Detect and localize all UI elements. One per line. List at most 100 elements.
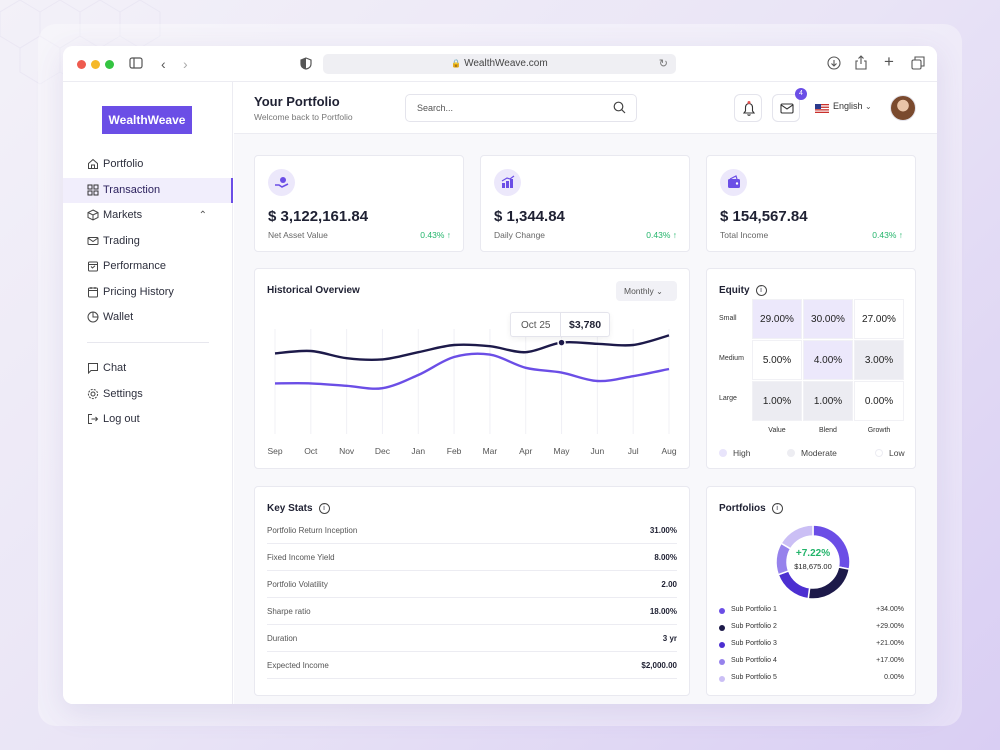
sidebar: WealthWeave Portfolio Transaction Market…	[63, 82, 233, 704]
info-icon[interactable]: i	[755, 285, 767, 296]
language-selector[interactable]: English ⌄	[833, 101, 872, 111]
wallet-icon	[720, 169, 747, 196]
sidebar-item-wallet[interactable]: Wallet	[63, 305, 233, 330]
equity-title-text: Equity	[719, 285, 750, 296]
home-icon	[88, 158, 98, 169]
lock-icon: 🔒	[451, 59, 462, 68]
legend-dot	[719, 642, 725, 648]
chevron-up-icon[interactable]: ⌃	[198, 210, 207, 221]
period-dropdown[interactable]: Monthly ⌄	[616, 281, 677, 301]
kpi-label: Daily Change	[494, 230, 546, 240]
back-arrow-icon[interactable]: ‹	[161, 56, 166, 72]
messages-button[interactable]: 4	[772, 88, 807, 122]
chevron-down-icon: ⌄	[865, 102, 872, 111]
sidebar-item-trading[interactable]: Trading	[63, 229, 233, 254]
avatar[interactable]	[890, 95, 916, 121]
reload-icon[interactable]: ↻	[658, 58, 668, 70]
highlight-point[interactable]	[557, 338, 566, 347]
tabs-overview-icon[interactable]	[911, 56, 925, 70]
bell-icon	[742, 101, 756, 116]
minimize-window-button[interactable]	[91, 60, 100, 69]
x-tick-label: Nov	[339, 446, 355, 456]
sidebar-item-label: Transaction	[103, 184, 161, 196]
sidebar-item-transaction[interactable]: Transaction	[63, 178, 233, 203]
sidebar-item-settings[interactable]: Settings	[63, 382, 233, 407]
portfolio-legend-item[interactable]: Sub Portfolio 3 +21.00%	[719, 638, 904, 655]
sidebar-item-label: Pricing History	[103, 286, 174, 298]
key-stat-value: 18.00%	[649, 607, 677, 616]
portfolio-legend-item[interactable]: Sub Portfolio 5 0.00%	[719, 672, 904, 689]
key-stat-row: Duration 3 yr	[267, 625, 677, 652]
page-title: Your Portfolio	[254, 94, 340, 109]
portfolio-donut-chart	[775, 524, 851, 600]
portfolio-value: 0.00%	[884, 674, 904, 681]
key-stats-card: Key Stats i Portfolio Return Inception 31.…	[254, 486, 690, 696]
forward-arrow-icon[interactable]: ›	[183, 56, 188, 72]
logo[interactable]: WealthWeave	[102, 106, 192, 134]
sidebar-item-markets[interactable]: Markets ⌃	[63, 203, 233, 228]
tooltip-value: $3,780	[569, 319, 602, 331]
close-window-button[interactable]	[77, 60, 86, 69]
sidebar-toggle-icon[interactable]	[129, 57, 143, 69]
kpi-card-daily-change: $ 1,344.84 Daily Change 0.43% ↑	[480, 155, 690, 252]
share-icon[interactable]	[855, 55, 867, 70]
shield-icon[interactable]	[300, 57, 312, 70]
legend-dot	[719, 625, 725, 631]
info-icon[interactable]: i	[318, 503, 330, 514]
sidebar-item-label: Wallet	[103, 311, 134, 323]
sidebar-item-label: Trading	[103, 235, 140, 247]
us-flag-icon	[815, 104, 829, 113]
kpi-change: 0.43% ↑	[420, 230, 451, 240]
portfolio-legend-item[interactable]: Sub Portfolio 4 +17.00%	[719, 655, 904, 672]
x-tick-label: Apr	[519, 446, 533, 456]
series-line-1	[274, 334, 670, 362]
key-stat-row: Portfolio Volatility 2.00	[267, 571, 677, 598]
legend-item-low: Low	[875, 448, 905, 458]
donut-center-value: $18,675.00	[794, 562, 832, 571]
donut-slice[interactable]	[780, 524, 814, 550]
sidebar-item-label: Markets	[103, 209, 143, 221]
portfolio-legend-item[interactable]: Sub Portfolio 1 +34.00%	[719, 604, 904, 621]
key-stat-value: 8.00%	[654, 553, 677, 562]
kpi-label: Total Income	[720, 230, 769, 240]
sidebar-item-portfolio[interactable]: Portfolio	[63, 152, 233, 177]
key-stats-title-text: Key Stats	[267, 503, 313, 514]
card-title: Historical Overview	[267, 285, 360, 296]
key-stat-label: Portfolio Volatility	[267, 580, 328, 589]
donut-slice[interactable]	[807, 566, 851, 600]
language-label: English	[833, 101, 863, 111]
x-tick-label: May	[553, 446, 570, 456]
bar-growth-icon	[494, 169, 521, 196]
sidebar-divider	[87, 342, 209, 343]
maximize-window-button[interactable]	[105, 60, 114, 69]
new-tab-icon[interactable]: +	[884, 52, 894, 71]
legend-dot	[719, 676, 725, 682]
address-bar[interactable]: 🔒 WealthWeave.com ↻	[323, 54, 676, 74]
sidebar-item-chat[interactable]: Chat	[63, 356, 233, 381]
equity-row-label: Small	[719, 315, 737, 322]
grid-icon	[87, 184, 99, 196]
kpi-value: $ 3,122,161.84	[268, 208, 369, 225]
search-placeholder: Search...	[417, 103, 454, 113]
sidebar-item-label: Portfolio	[103, 158, 144, 170]
sidebar-item-logout[interactable]: Log out	[63, 407, 233, 432]
legend-dot	[719, 608, 725, 614]
equity-col-label: Value	[768, 427, 786, 434]
key-stat-value: 3 yr	[662, 634, 677, 643]
portfolio-legend-item[interactable]: Sub Portfolio 2 +29.00%	[719, 621, 904, 638]
info-icon[interactable]: i	[771, 503, 783, 514]
search-input[interactable]: Search...	[405, 94, 637, 122]
sidebar-item-performance[interactable]: Performance	[63, 254, 233, 279]
tooltip-date: Oct 25	[521, 320, 551, 331]
browser-window: ‹ › 🔒 WealthWeave.com ↻ + WealthWeave Po…	[63, 46, 937, 704]
donut-slice[interactable]	[777, 569, 811, 600]
kpi-value: $ 1,344.84	[494, 208, 565, 225]
sidebar-item-pricing-history[interactable]: Pricing History	[63, 280, 233, 305]
search-icon[interactable]	[613, 101, 626, 114]
legend-label: Moderate	[801, 448, 837, 458]
message-count-badge: 4	[795, 88, 807, 100]
download-icon[interactable]	[827, 56, 841, 70]
notifications-button[interactable]	[734, 94, 762, 122]
mail-icon	[87, 237, 99, 245]
sidebar-item-label: Performance	[103, 260, 166, 272]
